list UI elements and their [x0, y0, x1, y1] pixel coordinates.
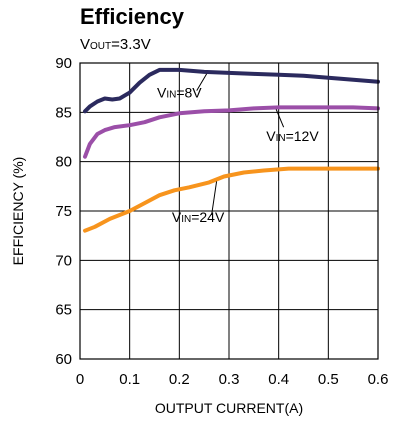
x-tick-label: 0.6	[368, 371, 389, 388]
series-layer	[83, 67, 380, 233]
series-label-main: V	[157, 85, 167, 101]
x-tick-labels: 0 0.1 0.2 0.3 0.4 0.5 0.6	[76, 371, 389, 388]
x-tick-label: 0.1	[119, 371, 140, 388]
subtitle-main: V	[80, 36, 90, 53]
series-line-1	[83, 67, 380, 114]
series-label-rest: =24V	[191, 209, 225, 225]
x-tick-label: 0.2	[169, 371, 190, 388]
series-label-2: VIN=12V	[266, 128, 319, 144]
series-label-1: VIN=8V	[157, 85, 202, 101]
y-tick-label: 70	[55, 252, 72, 269]
series-label-sub: IN	[166, 90, 176, 101]
y-axis-label: EFFICIENCY (%)	[10, 157, 26, 266]
series-label-sub: IN	[181, 214, 191, 225]
x-tick-label: 0.4	[268, 371, 289, 388]
series-label-rest: =12V	[286, 128, 320, 144]
x-tick-label: 0	[76, 371, 84, 388]
y-tick-label: 60	[55, 351, 72, 368]
subtitle-sub: OUT	[90, 41, 111, 52]
x-tick-label: 0.3	[219, 371, 240, 388]
series-label-main: V	[172, 209, 182, 225]
y-tick-label: 75	[55, 203, 72, 220]
chart-title: Efficiency	[80, 4, 185, 29]
series-label-leader	[275, 109, 285, 128]
series-label-main: V	[266, 128, 276, 144]
x-tick-label: 0.5	[318, 371, 339, 388]
plot-border	[79, 62, 379, 360]
y-tick-labels: 60 65 70 75 80 85 90	[55, 55, 72, 368]
series-label-leader	[196, 73, 208, 91]
x-axis-label: OUTPUT CURRENT(A)	[155, 400, 303, 416]
y-tick-label: 90	[55, 55, 72, 72]
series-line-2	[83, 105, 380, 159]
chart-subtitle: VOUT=3.3V	[80, 36, 151, 53]
y-tick-label: 85	[55, 104, 72, 121]
subtitle-rest: =3.3V	[111, 36, 151, 53]
y-tick-label: 65	[55, 302, 72, 319]
series-label-3: VIN=24V	[172, 209, 225, 225]
y-tick-label: 80	[55, 154, 72, 171]
series-line-3	[83, 166, 380, 233]
series-label-sub: IN	[276, 133, 286, 144]
series-label-rest: =8V	[176, 85, 202, 101]
series-label-leader	[211, 181, 218, 216]
